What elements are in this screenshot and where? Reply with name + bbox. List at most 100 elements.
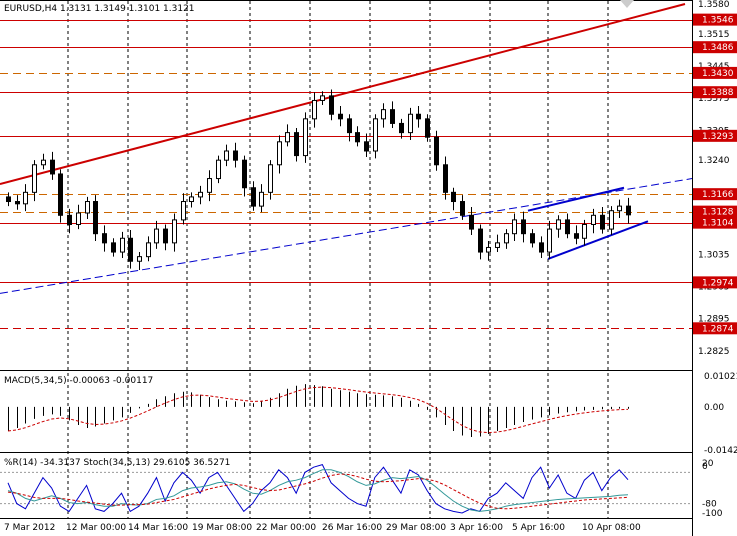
candle	[277, 135, 282, 174]
level-label-text: 1.3546	[702, 16, 734, 26]
price-tick-label: 1.2825	[698, 347, 730, 357]
price-tick-label: 1.3035	[698, 250, 730, 260]
candle-body	[50, 159, 55, 175]
time-tick-label: 3 Apr 16:00	[450, 523, 503, 533]
candle	[521, 211, 526, 243]
macd-histogram	[7, 384, 629, 438]
candles	[6, 89, 631, 270]
candle-body	[469, 214, 474, 230]
blue-dashed-trendline	[0, 178, 693, 294]
candle-body	[556, 219, 561, 230]
series-stoch-main	[7, 469, 629, 512]
candle-body	[242, 159, 247, 189]
candle	[443, 156, 448, 200]
stochastic-lines	[0, 463, 692, 514]
candle-body	[277, 141, 282, 166]
candle-body	[251, 187, 256, 207]
time-tick-label: 7 Mar 2012	[4, 523, 55, 533]
level-label-box	[693, 13, 737, 26]
candle	[128, 230, 133, 269]
candle-body	[120, 237, 125, 253]
blue-channel-upper	[527, 186, 625, 212]
candle	[163, 224, 168, 251]
blue-channel-lower	[547, 220, 649, 260]
candle	[469, 207, 474, 236]
candle	[189, 192, 194, 208]
candle	[399, 118, 404, 139]
candle	[434, 130, 439, 171]
candle	[224, 144, 229, 167]
candle-body	[521, 219, 526, 235]
candle	[530, 229, 535, 248]
candle-body	[486, 246, 491, 253]
candle	[172, 213, 177, 252]
candle	[338, 105, 343, 127]
candle	[495, 234, 500, 253]
candle-body	[172, 219, 177, 244]
candle	[364, 133, 369, 157]
candle	[15, 195, 20, 210]
candle	[626, 197, 631, 224]
candle	[111, 238, 116, 257]
level-label-text: 1.3388	[702, 88, 734, 98]
stoch-tick-label: 0	[702, 462, 708, 472]
candle	[373, 114, 378, 159]
candle	[582, 219, 587, 246]
candle	[504, 229, 509, 249]
level-label-box	[693, 66, 737, 79]
candle	[347, 114, 352, 142]
candle-body	[163, 228, 168, 244]
candle-body	[15, 201, 20, 205]
stoch-title: %R(14) -34.3137 Stoch(34,5,13) 29.6105 3…	[4, 458, 230, 468]
candle-body	[154, 228, 159, 244]
macd-tick-label: 0.00	[704, 403, 724, 413]
level-label-text: 1.3104	[702, 219, 734, 229]
price-tick-label: 1.2895	[698, 315, 730, 325]
macd-tick-label: 0.01021	[704, 372, 737, 382]
main-title: EURUSD,H4 1.3131 1.3149 1.3101 1.3121	[4, 4, 195, 14]
candle	[355, 126, 360, 147]
candle-body	[233, 150, 238, 161]
chart-shift-marker-icon[interactable]	[620, 0, 634, 8]
stoch-tick-label: 20	[702, 459, 714, 469]
candle-body	[547, 228, 552, 253]
candle-body	[137, 256, 142, 262]
candle-body	[102, 233, 107, 244]
level-label-box	[693, 322, 737, 335]
time-axis: 7 Mar 2012 12 Mar 00:00 14 Mar 16:00 19 Mar…	[4, 523, 641, 533]
candle-body	[626, 205, 631, 216]
level-label-text: 1.2974	[702, 278, 734, 288]
candle-body	[390, 109, 395, 124]
candle	[312, 92, 317, 128]
candle-body	[58, 173, 63, 216]
candle	[591, 208, 596, 234]
candle-body	[294, 132, 299, 157]
candle	[547, 220, 552, 260]
candle	[512, 213, 517, 242]
candle-body	[617, 205, 622, 212]
level-label-text: 1.3128	[702, 208, 734, 218]
candle	[50, 151, 55, 180]
candle	[539, 236, 544, 259]
candle-body	[582, 223, 587, 239]
candle-body	[347, 118, 352, 134]
candle-body	[216, 159, 221, 180]
level-label-box	[693, 129, 737, 142]
candle-body	[128, 237, 133, 262]
candle-body	[460, 201, 465, 216]
candle	[425, 114, 430, 142]
candle	[329, 89, 334, 121]
level-label-text: 1.2874	[702, 324, 734, 334]
candle	[41, 153, 46, 170]
candle	[609, 206, 614, 236]
candle	[242, 155, 247, 197]
horizontal-levels	[0, 20, 692, 329]
candle	[216, 155, 221, 184]
candle	[85, 196, 90, 219]
candle	[600, 207, 605, 234]
macd-title: MACD(5,34,5) -0.00063 -0.00117	[4, 376, 153, 386]
trend-lines	[0, 3, 693, 294]
candle	[154, 220, 159, 249]
candle-body	[425, 118, 430, 138]
